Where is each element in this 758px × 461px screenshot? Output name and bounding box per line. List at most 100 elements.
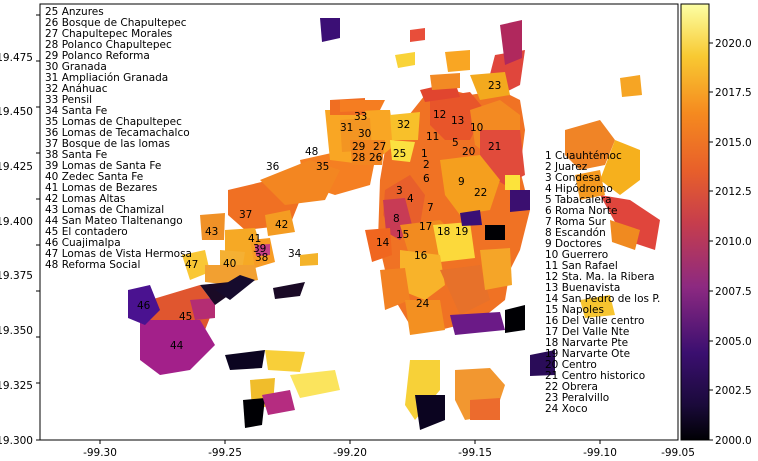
region-polygon (470, 398, 500, 420)
colorbar-tick-label: 2005.0 (715, 336, 752, 348)
legend-right-item: 12 Sta. Ma. la Ribera (545, 271, 655, 283)
colorbar-tick-label: 2012.5 (715, 186, 752, 198)
legend-left-item: 28 Polanco Chapultepec (45, 39, 172, 51)
region-label: 31 (340, 122, 353, 134)
legend-right: 1 Cuauhtémoc 2 Juarez 3 Condesa 4 Hipódr… (545, 150, 660, 415)
region-label: 44 (170, 340, 184, 352)
legend-left-item: 43 Lomas de Chamizal (45, 204, 164, 216)
legend-right-item: 8 Escandón (545, 227, 606, 239)
region-polygon (405, 360, 440, 420)
x-tick-label: -99.25 (208, 447, 242, 459)
region-polygon (365, 228, 392, 262)
region-polygon (395, 52, 415, 68)
region-label: 29 (352, 141, 365, 153)
region-polygon (600, 140, 640, 195)
legend-left-item: 32 Anáhuac (45, 83, 108, 95)
region-polygon (410, 28, 425, 42)
region-polygon (182, 250, 210, 280)
region-label: 18 (437, 226, 450, 238)
colorbar-ticks: 2020.0 2017.5 2015.0 2012.5 2010.0 2007.… (709, 38, 752, 447)
x-tick-label: -99.10 (583, 447, 617, 459)
region-polygon (580, 295, 615, 318)
region-polygon (225, 350, 265, 370)
legend-right-item: 1 Cuauhtémoc (545, 150, 622, 162)
region-polygon (500, 20, 522, 65)
region-label: 15 (396, 229, 409, 241)
legend-right-item: 11 San Rafael (545, 260, 618, 272)
legend-right-item: 22 Obrera (545, 381, 598, 393)
legend-left: 25 Anzures 26 Bosque de Chapultepec 27 C… (45, 6, 192, 271)
region-polygon (300, 253, 318, 266)
region-polygon (430, 73, 460, 90)
region-polygon (265, 350, 305, 372)
y-tick-label: 19.325 (0, 380, 33, 392)
region-label: 5 (452, 137, 459, 149)
region-label: 48 (305, 146, 318, 158)
region-label: 41 (248, 233, 261, 245)
legend-left-item: 47 Lomas de Vista Hermosa (45, 248, 192, 260)
legend-right-item: 15 Napoles (545, 304, 604, 316)
region-label: 27 (373, 141, 386, 153)
region-label: 1 (421, 148, 428, 160)
region-label: 19 (455, 226, 468, 238)
region-polygon (445, 50, 470, 72)
region-polygon (400, 250, 445, 300)
region-label: 20 (462, 146, 475, 158)
colorbar-tick-label: 2017.5 (715, 87, 752, 99)
legend-left-item: 34 Santa Fe (45, 105, 107, 117)
region-label: 23 (488, 80, 501, 92)
region-label: 45 (179, 311, 192, 323)
region-polygon (450, 312, 505, 335)
region-label: 16 (414, 250, 428, 262)
y-tick-label: 19.450 (0, 106, 33, 118)
region-label: 35 (316, 161, 329, 173)
region-polygon (460, 210, 482, 226)
colorbar-tick-label: 2010.0 (715, 236, 752, 248)
y-tick-label: 19.300 (0, 435, 33, 447)
region-label: 2 (423, 159, 430, 171)
region-label: 13 (451, 115, 464, 127)
x-axis: -99.30 -99.25 -99.20 -99.15 -99.10 -99.0… (83, 440, 695, 459)
y-tick-label: 19.350 (0, 325, 33, 337)
region-polygon (485, 225, 505, 240)
region-label: 42 (275, 219, 288, 231)
legend-right-item: 17 Del Valle Nte (545, 326, 629, 338)
region-polygon (390, 112, 420, 140)
legend-right-item: 3 Condesa (545, 172, 600, 184)
legend-left-item: 39 Lomas de Santa Fe (45, 160, 161, 172)
legend-right-item: 23 Peralvillo (545, 392, 609, 404)
legend-left-item: 33 Pensil (45, 94, 92, 106)
region-label: 21 (488, 141, 501, 153)
region-label: 28 (352, 152, 365, 164)
legend-right-item: 6 Roma Norte (545, 205, 617, 217)
region-polygon (405, 300, 445, 335)
region-label: 46 (137, 300, 151, 312)
legend-right-item: 13 Buenavista (545, 282, 620, 294)
legend-left-item: 27 Chapultepec Morales (45, 28, 172, 40)
region-label: 37 (239, 209, 252, 221)
colorbar-tick-label: 2000.0 (715, 435, 752, 447)
region-label: 33 (354, 111, 367, 123)
legend-left-item: 38 Santa Fe (45, 149, 107, 161)
region-label: 14 (376, 237, 390, 249)
y-axis: 19.475 19.450 19.425 19.400 19.375 19.35… (0, 14, 40, 447)
region-label: 47 (185, 259, 198, 271)
region-label: 26 (369, 152, 383, 164)
region-label: 36 (266, 161, 280, 173)
region-polygon (505, 175, 520, 190)
region-label: 4 (407, 193, 414, 205)
legend-right-item: 5 Tabacalera (545, 194, 612, 206)
region-polygon (600, 195, 660, 250)
region-label: 6 (423, 173, 430, 185)
x-tick-label: -99.20 (333, 447, 367, 459)
region-polygon (620, 75, 642, 97)
region-polygon (255, 244, 270, 256)
region-label: 25 (393, 148, 406, 160)
x-tick-label: -99.30 (83, 447, 117, 459)
colorbar-tick-label: 2002.5 (715, 385, 752, 397)
region-polygon (380, 268, 410, 310)
region-label: 3 (396, 185, 403, 197)
region-polygon (510, 190, 530, 212)
region-polygon (140, 320, 215, 375)
legend-right-item: 19 Narvarte Ote (545, 348, 630, 360)
